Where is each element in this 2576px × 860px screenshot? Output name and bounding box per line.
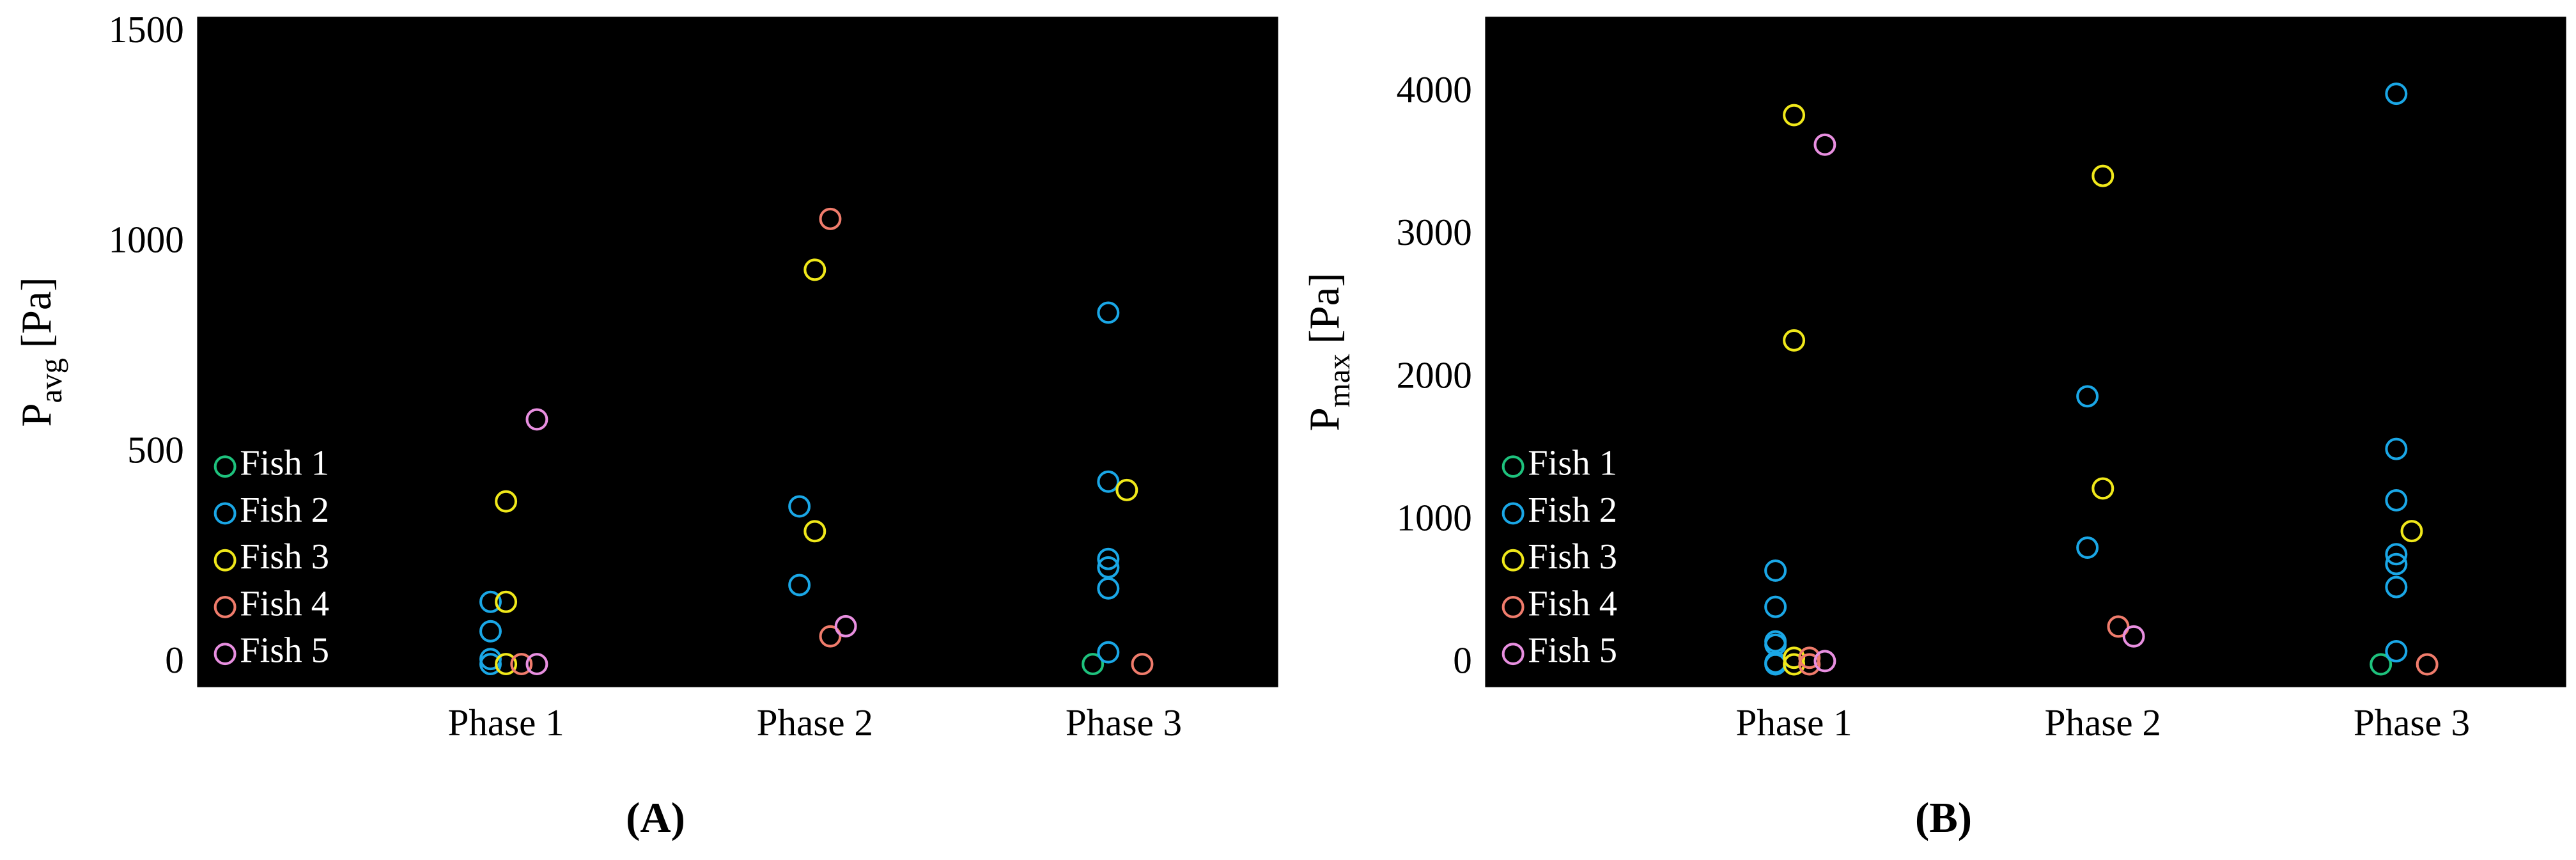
y-axis-label: Pavg [Pa] — [13, 277, 68, 426]
x-tick-label: Phase 1 — [1735, 701, 1852, 744]
data-point — [1813, 133, 1836, 156]
data-point — [1082, 653, 1105, 676]
data-point — [2385, 489, 2408, 512]
legend-label: Fish 1 — [240, 444, 329, 483]
data-point — [1097, 641, 1120, 664]
plot-area — [197, 17, 1278, 687]
y-label-sub: max — [1321, 354, 1356, 407]
x-tick-label: Phase 3 — [1066, 701, 1182, 744]
data-point — [525, 653, 548, 676]
legend-label: Fish 2 — [1528, 490, 1617, 530]
legend-label: Fish 2 — [240, 490, 329, 530]
y-label-unit: [Pa] — [13, 277, 61, 348]
y-tick-label: 1000 — [1397, 496, 1472, 538]
data-point — [495, 490, 518, 513]
data-point — [2107, 615, 2130, 638]
panel-label: (B) — [1915, 794, 1972, 841]
data-point — [2091, 477, 2114, 500]
legend-label: Fish 3 — [1528, 537, 1617, 577]
x-tick-label: Phase 2 — [2045, 701, 2161, 744]
x-tick-label: Phase 3 — [2354, 701, 2470, 744]
y-tick-label: 0 — [165, 639, 184, 681]
legend-marker — [213, 502, 237, 525]
x-tick-label: Phase 1 — [447, 701, 564, 744]
data-point — [2076, 536, 2099, 559]
data-point — [788, 574, 811, 597]
y-label-main: P — [13, 403, 61, 426]
data-point — [819, 625, 842, 648]
data-point — [1097, 547, 1120, 570]
data-point — [2385, 543, 2408, 566]
y-tick-label: 500 — [127, 428, 184, 471]
legend-marker — [213, 643, 237, 666]
data-point — [479, 620, 502, 643]
data-point — [2076, 385, 2099, 408]
legend-label: Fish 3 — [240, 537, 329, 577]
y-tick-label: 1000 — [109, 219, 184, 261]
data-point — [2370, 653, 2393, 676]
data-point — [819, 207, 842, 230]
data-point — [2385, 552, 2408, 575]
legend-box — [1491, 443, 1633, 678]
y-label-main: P — [1301, 407, 1349, 431]
data-point — [495, 653, 518, 676]
data-point — [2416, 653, 2439, 676]
panel-label: (A) — [626, 794, 685, 841]
y-tick-label: 0 — [1453, 639, 1472, 682]
data-point — [1798, 653, 1821, 676]
x-tick-label: Phase 2 — [757, 701, 873, 744]
plot-area — [1485, 17, 2566, 687]
data-point — [834, 614, 857, 637]
data-point — [1764, 559, 1787, 582]
data-point — [1783, 329, 1806, 352]
data-point — [525, 408, 548, 431]
legend-marker — [1501, 502, 1525, 525]
data-point — [1097, 470, 1120, 493]
data-point — [788, 495, 811, 518]
data-point — [2385, 82, 2408, 106]
data-point — [2400, 520, 2423, 543]
data-point — [479, 590, 502, 613]
data-point — [1798, 646, 1821, 669]
y-label-sub: avg — [33, 358, 68, 403]
legend-label: Fish 5 — [240, 631, 329, 671]
data-point — [1131, 653, 1154, 676]
legend-marker — [213, 595, 237, 618]
y-label-unit: [Pa] — [1301, 272, 1349, 343]
data-point — [1097, 301, 1120, 324]
legend-box — [203, 443, 345, 678]
y-tick-label: 2000 — [1397, 354, 1472, 396]
data-point — [1115, 478, 1138, 501]
y-tick-label: 1500 — [109, 8, 184, 51]
data-point — [2385, 437, 2408, 460]
legend-marker — [213, 549, 237, 572]
data-point — [1783, 104, 1806, 127]
data-point — [2385, 640, 2408, 662]
y-tick-label: 4000 — [1397, 68, 1472, 111]
legend-marker — [1501, 643, 1525, 666]
legend-label: Fish 5 — [1528, 631, 1617, 671]
legend-label: Fish 4 — [240, 584, 329, 623]
legend-label: Fish 4 — [1528, 584, 1617, 623]
data-point — [1813, 650, 1836, 673]
legend-marker — [1501, 455, 1525, 478]
data-point — [803, 258, 826, 281]
data-point — [495, 590, 518, 613]
legend-marker — [213, 455, 237, 478]
data-point — [1764, 595, 1787, 618]
data-point — [1097, 577, 1120, 600]
y-axis-label: Pmax [Pa] — [1301, 272, 1356, 431]
data-point — [2122, 625, 2145, 648]
legend-marker — [1501, 595, 1525, 618]
y-tick-label: 3000 — [1397, 211, 1472, 253]
data-point — [2091, 164, 2114, 187]
legend-marker — [1501, 549, 1525, 572]
data-point — [2385, 575, 2408, 598]
data-point — [479, 653, 502, 676]
data-point — [803, 520, 826, 543]
legend-label: Fish 1 — [1528, 444, 1617, 483]
data-point — [510, 653, 533, 676]
